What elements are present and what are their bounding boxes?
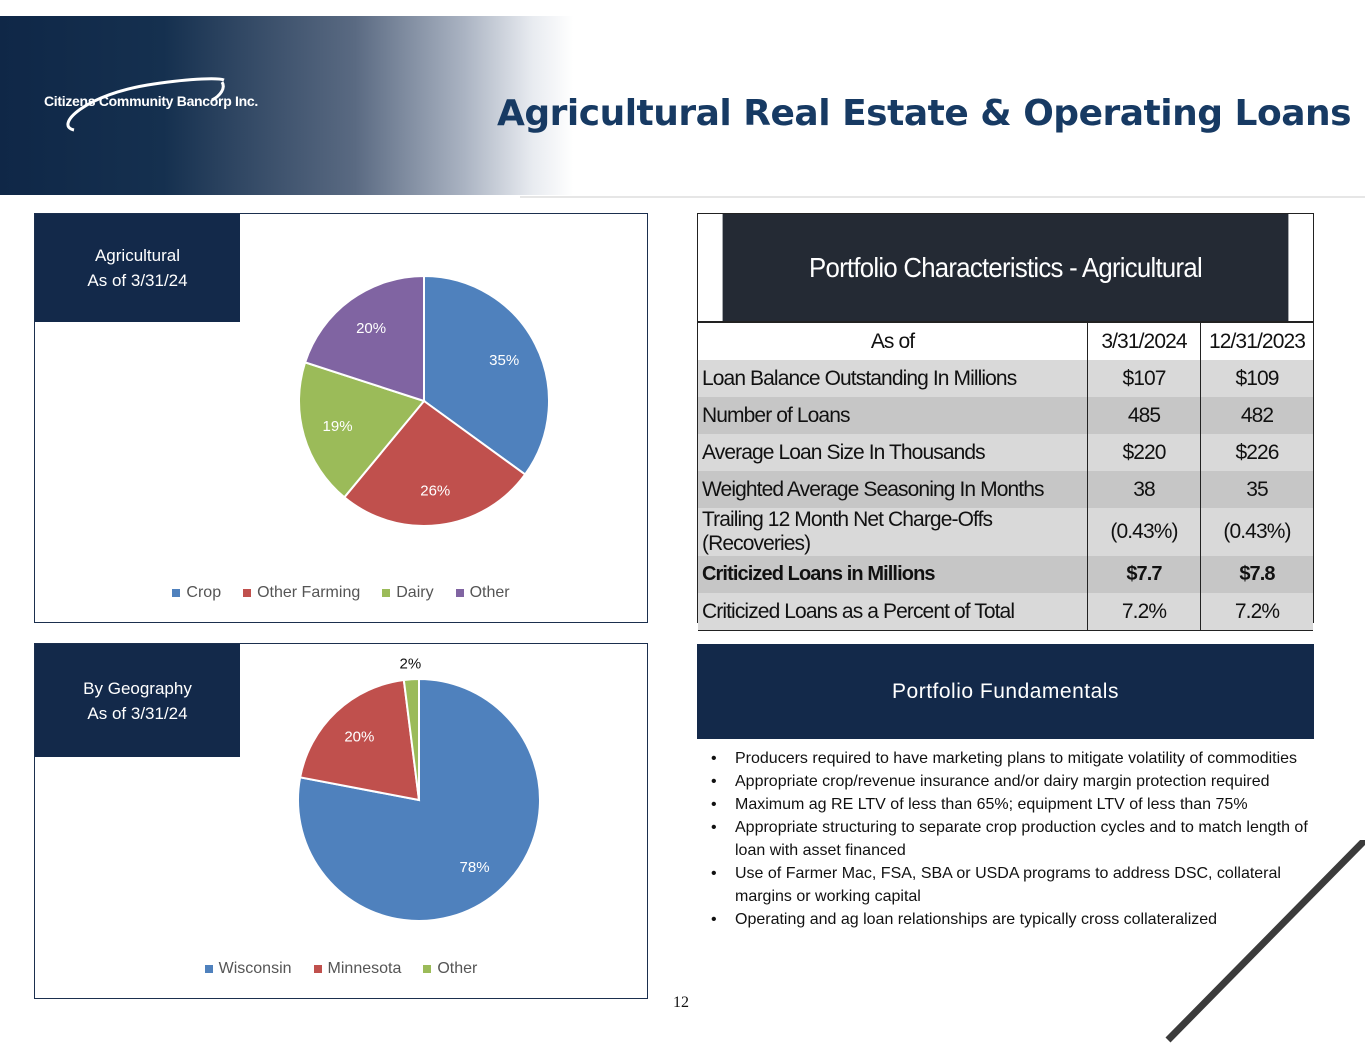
row-label: Trailing 12 Month Net Charge-Offs (Recov… [698,508,1088,556]
pie-slice-other-farming [342,399,527,527]
pie-data-label-minnesota: 20% [344,728,374,745]
legend-item-minnesota: Minnesota [313,960,402,978]
legend-swatch [423,965,432,973]
table-row: Trailing 12 Month Net Charge-Offs (Recov… [698,508,1313,556]
list-item: Operating and ag loan relationships are … [708,908,1308,931]
row-value-prior: (0.43%) [1200,508,1313,556]
legend-item-other: Other [455,584,510,602]
legend-label: Other [469,584,510,601]
pie-data-label-dairy: 19% [323,418,353,435]
legend-label: Other Farming [257,584,361,601]
portfolio-fundamentals-title: Portfolio Fundamentals [697,644,1314,739]
table-header-row: As of 3/31/2024 12/31/2023 [698,321,1313,360]
portfolio-characteristics-panel: Portfolio Characteristics - Agricultural… [697,213,1314,631]
geography-chart-legend: Wisconsin Minnesota Other [35,960,647,978]
portfolio-characteristics-title: Portfolio Characteristics - Agricultural [722,214,1289,321]
table-row: Loan Balance Outstanding In Millions $10… [698,360,1313,397]
table-row: Criticized Loans in Millions $7.7 $7.8 [698,556,1313,593]
table-row: Weighted Average Seasoning In Months 38 … [698,471,1313,508]
company-logo-text: Citizens Community Bancorp Inc. [44,93,258,109]
legend-swatch [313,965,322,973]
row-label: Number of Loans [698,397,1088,434]
geography-chart-panel: 78% 20% 2% By Geography As of 3/31/24 Wisc… [34,643,648,999]
row-label: Criticized Loans as a Percent of Total [698,593,1088,631]
legend-label: Dairy [396,584,434,601]
legend-swatch [243,589,252,597]
row-value-current: 7.2% [1087,593,1201,631]
page-title: Agricultural Real Estate & Operating Loa… [497,93,1352,134]
pie-data-label-crop: 35% [489,352,519,369]
agricultural-chart-legend: Crop Other Farming Dairy Other [35,584,647,602]
geography-chart-title-line2: As of 3/31/24 [87,703,188,723]
legend-item-dairy: Dairy [382,584,434,602]
row-label: Weighted Average Seasoning In Months [698,471,1088,508]
row-value-current: (0.43%) [1087,508,1201,556]
row-value-prior: 7.2% [1200,593,1313,631]
pie-data-label-other: 2% [400,655,422,672]
agricultural-chart-title-line2: As of 3/31/24 [87,271,188,290]
row-label: Loan Balance Outstanding In Millions [698,360,1088,397]
legend-swatch [172,589,181,597]
column-header-as-of: As of [698,321,1088,360]
legend-swatch [382,589,391,597]
row-value-prior: 35 [1200,471,1313,508]
agricultural-chart-title-line1: Agricultural [94,246,181,265]
pie-data-label-other-farming: 26% [420,482,450,499]
pie-slice-dairy [298,361,426,499]
list-item: Maximum ag RE LTV of less than 65%; equi… [708,793,1308,816]
row-value-current: $7.7 [1087,556,1201,593]
list-item: Use of Farmer Mac, FSA, SBA or USDA prog… [708,862,1308,908]
legend-item-wisconsin: Wisconsin [204,960,292,978]
pie-slice-crop [423,274,550,476]
pie-slice-other [402,677,420,801]
agricultural-pie-chart: 35% 26% 19% 20% [298,274,550,527]
table-row: Number of Loans 485 482 [698,397,1313,434]
table-row: Average Loan Size In Thousands $220 $226 [698,434,1313,471]
portfolio-characteristics-table: As of 3/31/2024 12/31/2023 Loan Balance … [698,321,1313,631]
corner-decoration [1160,840,1365,1055]
list-item: Appropriate structuring to separate crop… [708,816,1308,862]
legend-swatch [204,965,213,973]
row-value-current: $107 [1087,360,1201,397]
geography-pie-chart: 78% 20% 2% [297,655,541,922]
row-value-current: 38 [1087,471,1201,508]
legend-label: Wisconsin [218,960,292,977]
row-value-prior: $7.8 [1200,556,1313,593]
pie-slice-other [303,274,425,403]
agricultural-chart-title: Agricultural As of 3/31/24 [35,214,240,322]
header-banner [0,16,1365,195]
row-label: Criticized Loans in Millions [698,556,1088,593]
legend-item-crop: Crop [172,584,221,602]
pie-data-label-other: 20% [356,320,386,337]
pie-slice-minnesota [298,678,421,802]
list-item: Appropriate crop/revenue insurance and/o… [708,770,1308,793]
row-label: Average Loan Size In Thousands [698,434,1088,471]
row-value-prior: $226 [1200,434,1313,471]
agricultural-chart-panel: 35% 26% 19% 20% Agricultural As of 3/31/24 … [34,213,648,623]
table-row: Criticized Loans as a Percent of Total 7… [698,593,1313,631]
legend-item-other-farming: Other Farming [243,584,360,602]
header-divider [520,196,1365,198]
legend-label: Minnesota [327,960,402,977]
column-header-prior: 12/31/2023 [1200,321,1313,360]
list-item: Producers required to have marketing pla… [708,747,1308,770]
legend-label: Crop [186,584,222,601]
geography-chart-title: By Geography As of 3/31/24 [35,644,240,757]
legend-swatch [455,589,464,597]
page-number: 12 [673,994,689,1011]
row-value-current: 485 [1087,397,1201,434]
row-value-current: $220 [1087,434,1201,471]
row-value-prior: 482 [1200,397,1313,434]
legend-item-other: Other [423,960,477,978]
portfolio-fundamentals-list: Producers required to have marketing pla… [708,747,1308,931]
column-header-current: 3/31/2024 [1087,321,1201,360]
legend-label: Other [437,960,478,977]
company-logo [66,77,225,132]
geography-chart-title-line1: By Geography [83,678,192,698]
row-value-prior: $109 [1200,360,1313,397]
pie-data-label-wisconsin: 78% [460,859,490,876]
